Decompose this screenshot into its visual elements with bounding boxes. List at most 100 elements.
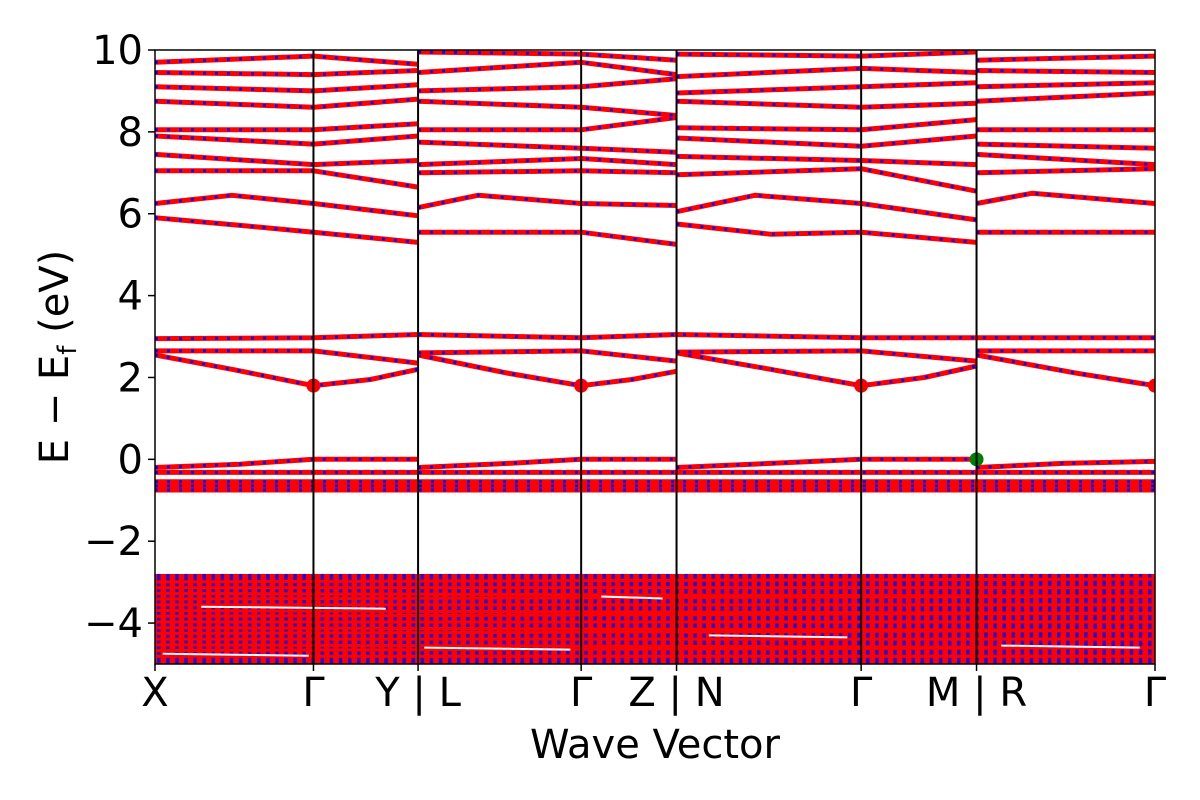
dense-band-gap <box>424 646 571 651</box>
dense-band-stripe <box>902 573 906 664</box>
dense-band-stripe <box>1102 573 1106 664</box>
y-tick-label: 4 <box>118 274 143 320</box>
dense-band-stripe <box>266 573 270 664</box>
dense-band-stripe <box>947 573 952 664</box>
x-tick-label: Γ <box>1144 670 1167 716</box>
dense-band-stripe <box>575 573 579 664</box>
y-tick-label: −4 <box>84 601 143 647</box>
dense-band-stripe <box>1020 573 1025 664</box>
dense-band-stripe <box>938 573 943 664</box>
dense-band-stripe <box>211 573 216 664</box>
dense-band-stripe <box>447 573 452 664</box>
plot-frame <box>154 49 1156 665</box>
dense-band-stripe <box>702 573 706 664</box>
dense-band-stripe <box>875 573 879 664</box>
cbm-marker <box>1148 378 1155 393</box>
dense-band-stripe <box>920 573 925 664</box>
dense-band-stripe <box>1138 573 1143 664</box>
dense-band-stripe <box>457 573 461 664</box>
dense-band-stripe <box>175 573 179 664</box>
dense-band-stripe <box>1011 573 1016 664</box>
dense-band-stripe <box>720 573 725 664</box>
dense-band-stripe <box>157 573 161 664</box>
y-tick-label: −2 <box>84 519 143 565</box>
dense-band-line <box>155 611 1155 618</box>
x-tick-label: Γ <box>850 670 873 716</box>
y-tick-label: 10 <box>92 28 143 74</box>
dense-band-stripe <box>375 573 379 664</box>
dense-band-stripe <box>466 573 470 664</box>
dense-band-stripe <box>847 573 852 664</box>
dense-band-stripe <box>557 573 561 664</box>
dense-band-stripe <box>620 573 625 664</box>
dense-band-stripe <box>320 573 325 664</box>
dense-band-stripe <box>1111 573 1116 664</box>
dense-band-stripe <box>838 573 843 664</box>
dense-band-stripe <box>1075 573 1079 664</box>
x-tick-label: Γ <box>302 670 325 716</box>
dense-band-stripe <box>202 573 206 664</box>
dense-band-stripe <box>747 573 752 664</box>
y-axis-ticks: −4 −2 0 2 4 6 8 10 <box>84 28 155 647</box>
dense-band-stripe <box>638 573 643 664</box>
y-axis-label-main: E − E <box>32 355 78 465</box>
dense-band-stripe <box>584 573 588 664</box>
dense-band-gap <box>201 605 386 610</box>
y-axis-label-unit: (eV) <box>32 250 78 346</box>
dense-band-stripe <box>1057 573 1061 664</box>
x-tick-label: Z | N <box>628 670 724 716</box>
x-tick-label: X <box>141 670 168 716</box>
dense-band-stripe <box>738 573 743 664</box>
band-8-spin-up <box>155 332 1155 342</box>
dense-band-stripe <box>1084 573 1088 664</box>
dense-band-region <box>155 573 1155 664</box>
dense-band-stripe <box>566 573 570 664</box>
dense-band-stripe <box>484 573 488 664</box>
dense-band-stripe <box>729 573 734 664</box>
dense-band-stripe <box>993 573 997 664</box>
dense-band-stripe <box>657 573 661 664</box>
dense-band-line <box>155 628 1155 635</box>
dense-band-stripe <box>529 573 534 664</box>
dense-band-stripe <box>257 573 261 664</box>
dense-band-stripe <box>493 573 497 664</box>
dense-band-gap <box>162 652 309 657</box>
dense-band-stripe <box>338 573 343 664</box>
dense-band-stripe <box>784 573 788 664</box>
high-symmetry-lines <box>312 50 978 664</box>
dense-band-stripe <box>802 573 806 664</box>
dense-band-stripe <box>411 573 416 664</box>
dense-band-stripe <box>829 573 834 664</box>
dense-band-gap <box>708 634 848 639</box>
dense-band-stripe <box>911 573 916 664</box>
dense-band-stripe <box>1047 573 1052 664</box>
dense-band-stripe <box>1147 573 1152 664</box>
dense-band-stripe <box>1120 573 1125 664</box>
dense-band-stripe <box>429 573 434 664</box>
band-10-spin-up <box>155 190 1155 223</box>
dense-band-line <box>155 646 1155 653</box>
y-tick-label: 8 <box>118 110 143 156</box>
dense-band-stripe <box>1002 573 1006 664</box>
dense-band-stripe <box>402 573 406 664</box>
dense-band-stripe <box>966 573 970 664</box>
dense-band-stripe <box>547 573 552 664</box>
dense-band-stripe <box>184 573 188 664</box>
dense-band-stripe <box>329 573 334 664</box>
band-5-spin-down <box>155 457 1155 469</box>
dense-band-stripe <box>520 573 525 664</box>
dense-band-stripe <box>1029 573 1034 664</box>
dense-band-stripe <box>811 573 816 664</box>
dense-band-stripe <box>793 573 797 664</box>
dense-band-stripe <box>1066 573 1070 664</box>
dense-band-stripe <box>502 573 506 664</box>
y-tick-label: 2 <box>118 355 143 401</box>
dense-band-stripe <box>475 573 479 664</box>
dense-band-stripe <box>357 573 361 664</box>
dense-band-stripe <box>1093 573 1097 664</box>
dense-band-stripe <box>775 573 779 664</box>
y-axis-label-subscript: f <box>53 345 83 355</box>
dense-band-stripe <box>384 573 388 664</box>
